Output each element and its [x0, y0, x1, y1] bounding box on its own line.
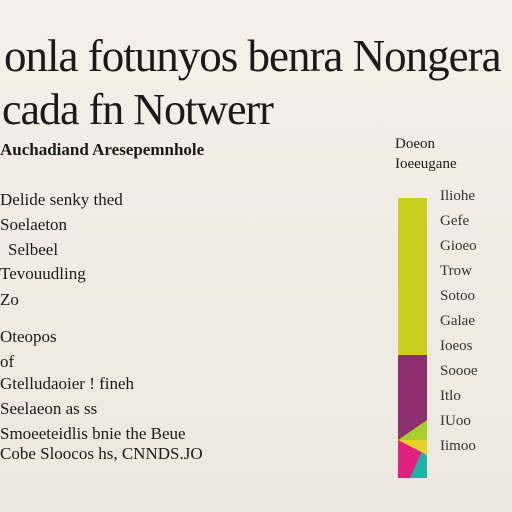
title: cada fn Notwerr [2, 85, 274, 134]
list-item: Smoeeteidlis bnie the Beue [0, 424, 186, 443]
list-item: Cobe Sloocos hs, CNNDS.JO [0, 444, 203, 463]
list-item: Gtelludaoier ! fineh [0, 374, 135, 393]
list-item: Zo [0, 290, 19, 309]
list-item: Delide senky thed [0, 190, 123, 209]
side-label: Galae [440, 313, 475, 329]
side-heading: Doeon [395, 136, 435, 152]
side-label: Itlo [440, 388, 461, 404]
list-item: of [0, 352, 15, 371]
side-label: Iliohe [440, 188, 475, 204]
side-label: Sotoo [440, 288, 476, 304]
side-label: Gioeo [440, 238, 477, 254]
bar-segment [398, 440, 427, 455]
side-label: Trow [440, 263, 472, 279]
side-label: Soooe [440, 363, 478, 379]
side-label: Gefe [440, 213, 470, 229]
bar-segment [398, 198, 427, 355]
list-item: Soelaeton [0, 215, 68, 234]
bar-segment [398, 420, 427, 440]
list-item: Tevouudling [0, 264, 86, 283]
side-heading: Ioeeugane [395, 156, 457, 172]
list-item: Selbeel [8, 240, 59, 259]
list-item: Seelaeon as ss [0, 399, 98, 418]
subtitle: Auchadiand Aresepemnhole [0, 140, 205, 159]
side-label: Ioeos [440, 338, 473, 354]
title: onla fotunyos benra Nongera [4, 31, 502, 81]
side-label: IUoo [440, 413, 471, 429]
list-item: Oteopos [0, 327, 57, 346]
side-label: Iimoo [440, 438, 476, 454]
